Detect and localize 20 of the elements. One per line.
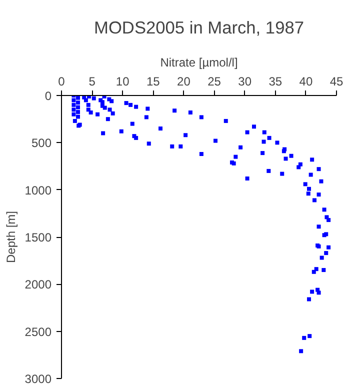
x-tick-label: 25 — [208, 74, 222, 88]
y-tick-label: 500 — [31, 136, 52, 150]
x-tick-label: 35 — [268, 74, 282, 88]
y-tick-label: 2500 — [24, 324, 52, 339]
x-axis-title: Nitrate [µmol/l] — [160, 56, 238, 70]
x-tick-label: 45 — [330, 74, 344, 88]
y-axis-title: Depth [m] — [4, 210, 18, 264]
chart-title: MODS2005 in March, 1987 — [94, 18, 304, 38]
x-tick-label: 40 — [299, 74, 313, 88]
x-tick-label: 20 — [177, 74, 191, 88]
x-tick-label: 0 — [58, 74, 66, 88]
y-tick-label: 1500 — [24, 230, 52, 244]
x-tick-label: 5 — [88, 74, 96, 88]
y-tick-label: 1000 — [24, 183, 52, 198]
x-tick-label: 15 — [146, 74, 160, 88]
y-tick-label: 2000 — [24, 278, 52, 292]
y-tick-label: 0 — [44, 89, 52, 103]
y-tick-label: 3000 — [24, 372, 52, 384]
x-tick-label: 30 — [238, 74, 252, 88]
x-tick-label: 10 — [116, 74, 130, 88]
